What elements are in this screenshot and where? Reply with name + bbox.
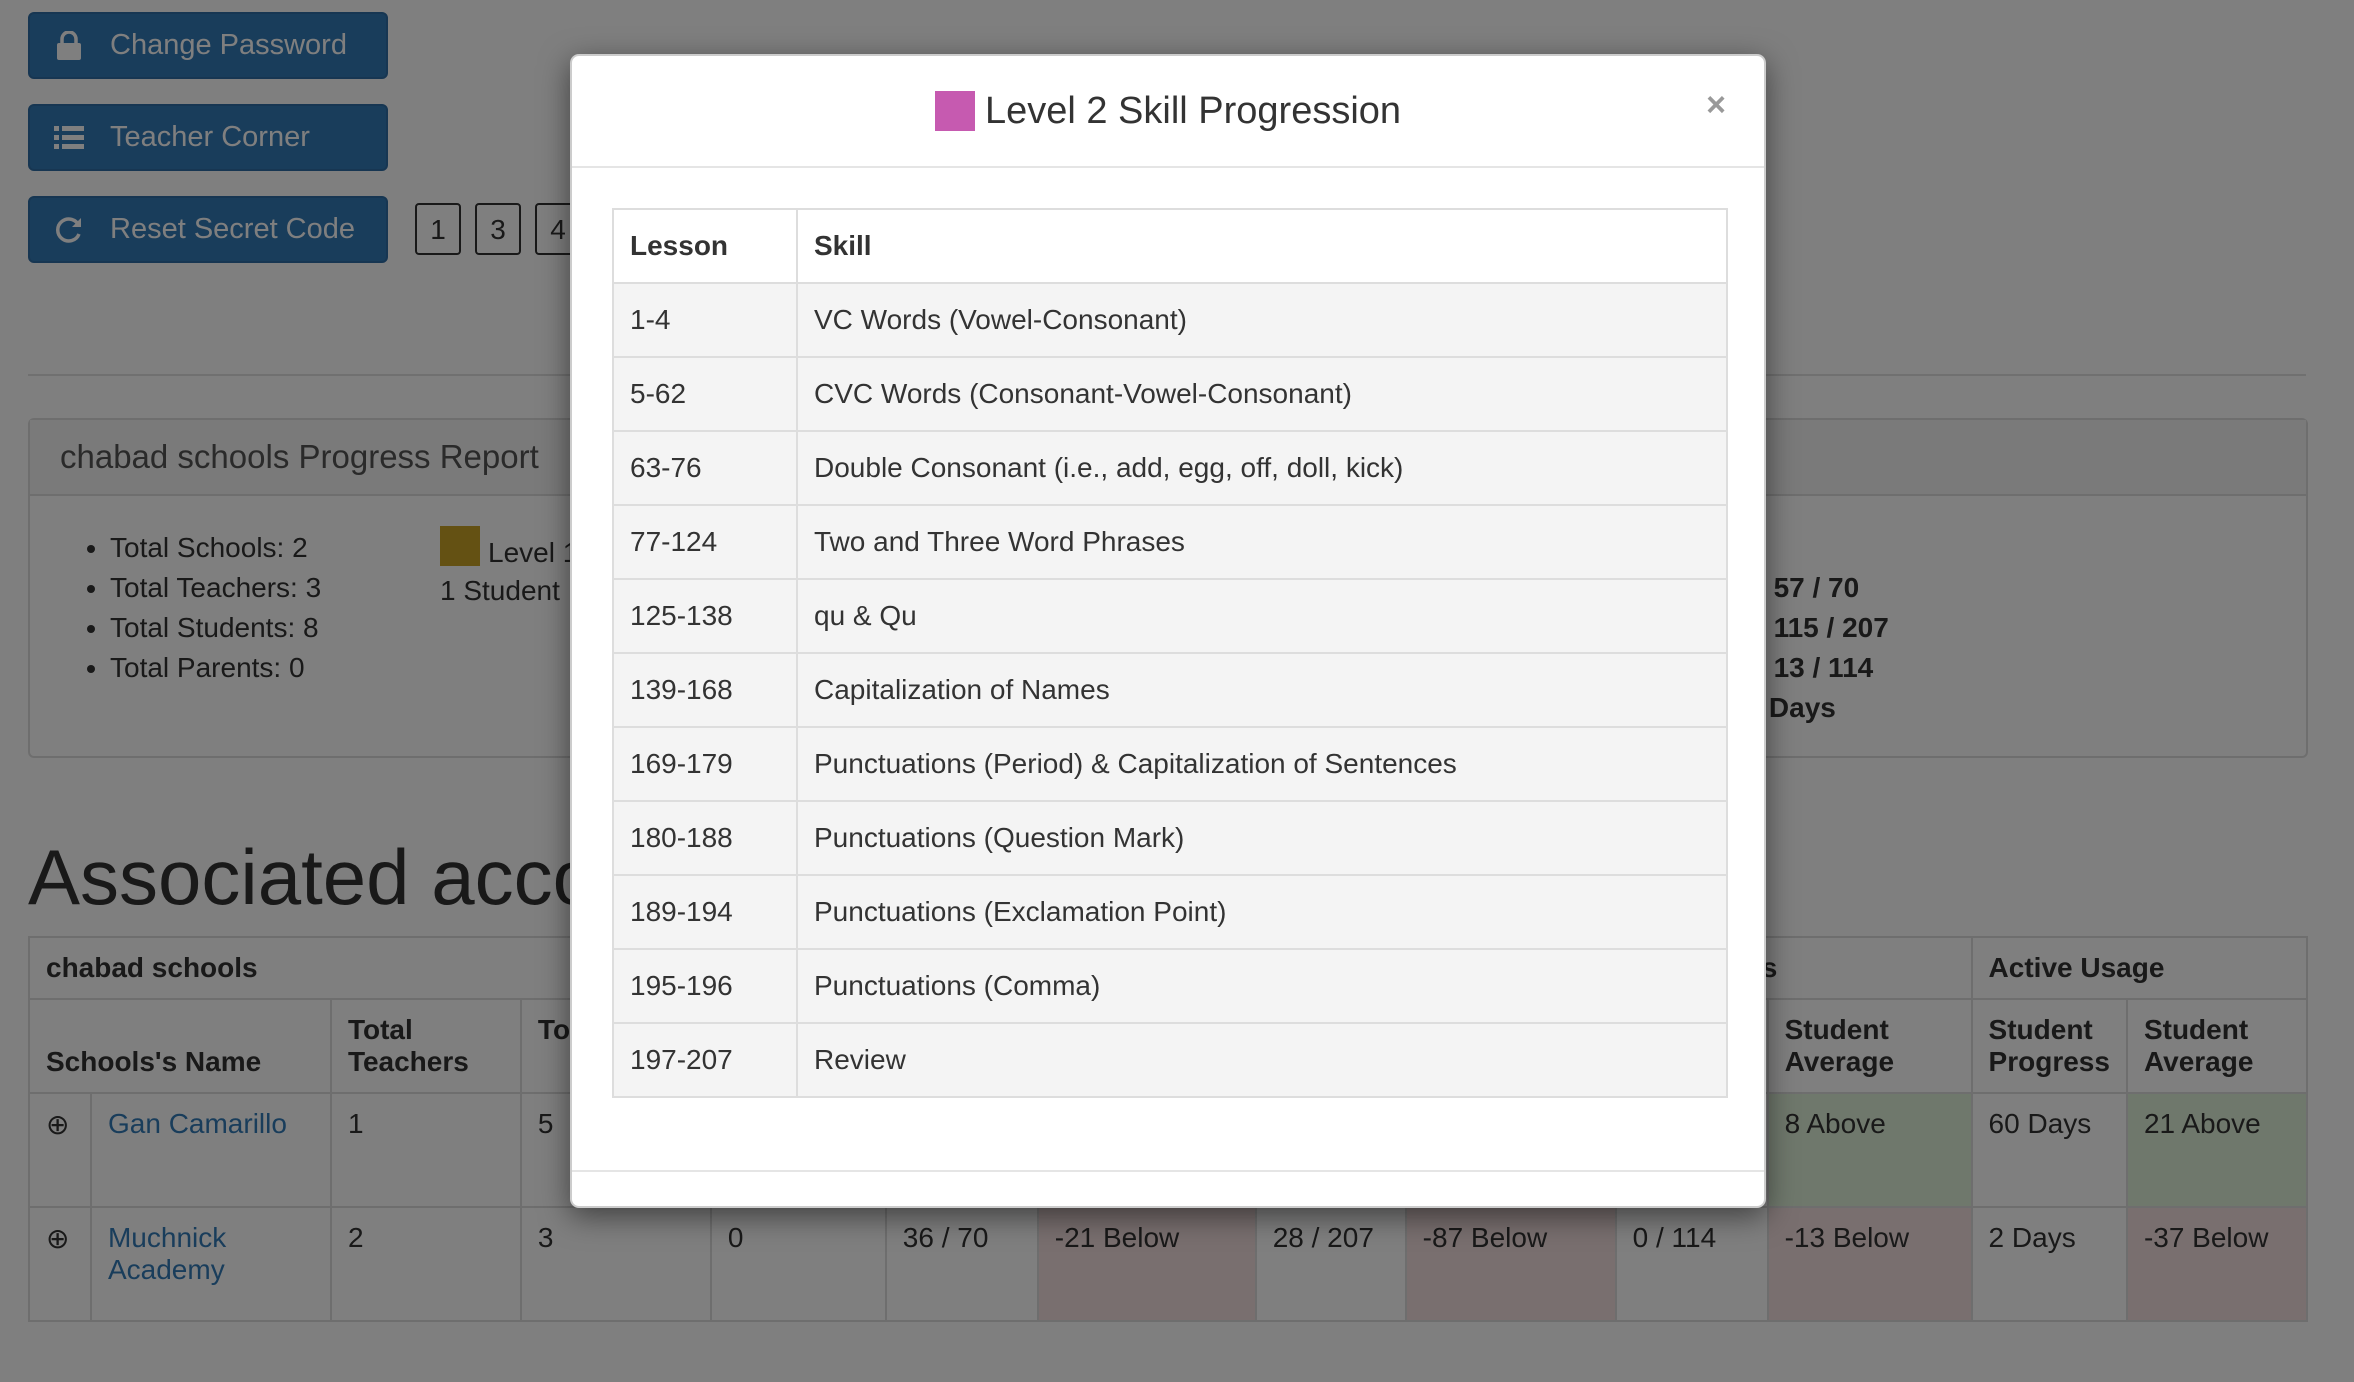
modal-title-text: Level 2 Skill Progression [984, 89, 1402, 132]
lesson-cell: 125-138 [612, 578, 798, 654]
table-row: 77-124 Two and Three Word Phrases [612, 504, 1728, 580]
lesson-header: Lesson [612, 208, 798, 284]
skill-cell: Double Consonant (i.e., add, egg, off, d… [796, 430, 1728, 506]
lesson-cell: 195-196 [612, 948, 798, 1024]
lesson-cell: 63-76 [612, 430, 798, 506]
lesson-cell: 139-168 [612, 652, 798, 728]
skill-cell: Punctuations (Comma) [796, 948, 1728, 1024]
modal-title: Level 2 Skill Progression [934, 89, 1402, 133]
table-row: 197-207 Review [612, 1022, 1728, 1098]
table-row: 139-168 Capitalization of Names [612, 652, 1728, 728]
skill-cell: Punctuations (Question Mark) [796, 800, 1728, 876]
skill-cell: CVC Words (Consonant-Vowel-Consonant) [796, 356, 1728, 432]
lesson-cell: 1-4 [612, 282, 798, 358]
skills-table: Lesson Skill 1-4 VC Words (Vowel-Consonan… [612, 208, 1728, 1098]
table-row: 180-188 Punctuations (Question Mark) [612, 800, 1728, 876]
table-row: 1-4 VC Words (Vowel-Consonant) [612, 282, 1728, 358]
lesson-cell: 197-207 [612, 1022, 798, 1098]
lesson-cell: 180-188 [612, 800, 798, 876]
skill-cell: Capitalization of Names [796, 652, 1728, 728]
modal-footer [572, 1170, 1764, 1172]
close-icon[interactable]: × [1706, 86, 1726, 124]
skill-cell: Punctuations (Exclamation Point) [796, 874, 1728, 950]
table-row: 169-179 Punctuations (Period) & Capitaliz… [612, 726, 1728, 802]
modal-body: Lesson Skill 1-4 VC Words (Vowel-Consonan… [572, 168, 1764, 1138]
lesson-cell: 5-62 [612, 356, 798, 432]
table-row: 189-194 Punctuations (Exclamation Point) [612, 874, 1728, 950]
level-2-swatch [934, 91, 975, 131]
skill-cell: qu & Qu [796, 578, 1728, 654]
table-row: 125-138 qu & Qu [612, 578, 1728, 654]
skill-cell: Two and Three Word Phrases [796, 504, 1728, 580]
skill-progression-modal: Level 2 Skill Progression × Lesson Skill… [570, 54, 1766, 1208]
modal-header: Level 2 Skill Progression × [572, 56, 1764, 168]
table-row: 195-196 Punctuations (Comma) [612, 948, 1728, 1024]
skill-cell: Review [796, 1022, 1728, 1098]
table-row: 5-62 CVC Words (Consonant-Vowel-Consonant… [612, 356, 1728, 432]
lesson-cell: 77-124 [612, 504, 798, 580]
lesson-cell: 169-179 [612, 726, 798, 802]
skill-cell: Punctuations (Period) & Capitalization o… [796, 726, 1728, 802]
skill-header: Skill [796, 208, 1728, 284]
table-row: 63-76 Double Consonant (i.e., add, egg, o… [612, 430, 1728, 506]
skill-cell: VC Words (Vowel-Consonant) [796, 282, 1728, 358]
lesson-cell: 189-194 [612, 874, 798, 950]
